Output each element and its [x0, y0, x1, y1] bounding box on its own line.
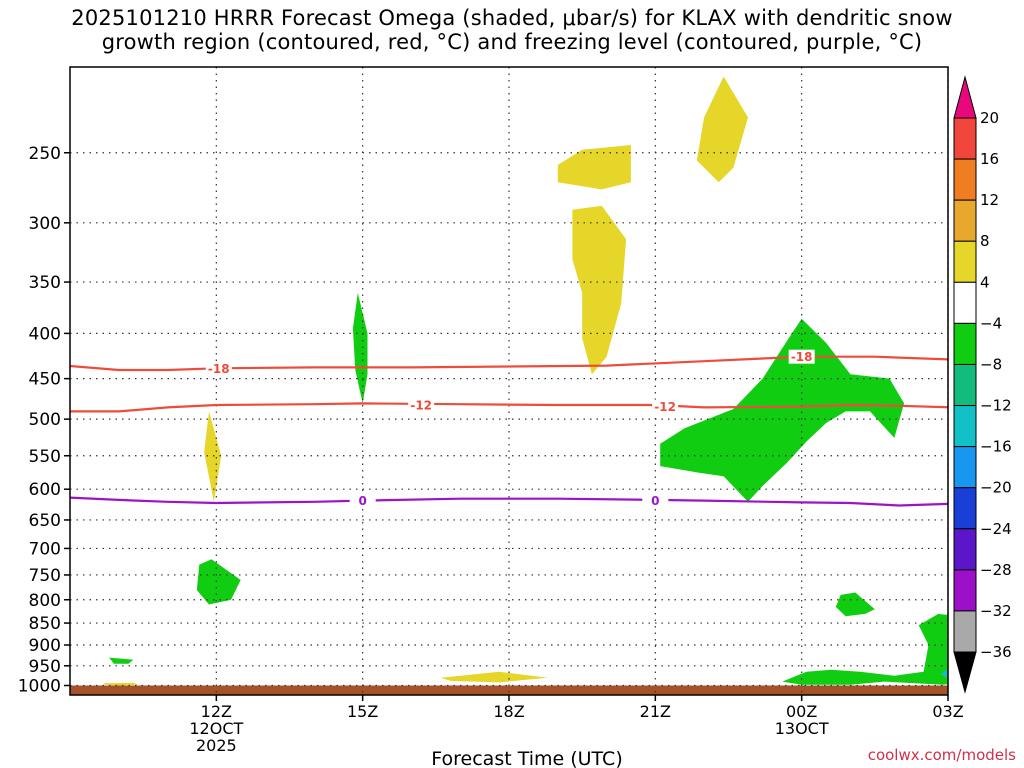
omega-region-3 — [696, 76, 748, 183]
colorbar-bin — [953, 528, 977, 571]
contour-label-bg — [652, 399, 679, 414]
colorbar: 20 16 12 8 4 −4 −8 −12 −16 −20 −24 −28 −32 −36 — [953, 75, 1012, 694]
colorbar-tick-label: −24 — [980, 520, 1012, 538]
y-tick-label: 650 — [29, 511, 61, 531]
omega-region-1 — [557, 145, 631, 190]
contours: -18 -18 -12 -12 0 0 — [70, 349, 948, 508]
omega-region-11 — [782, 613, 948, 685]
y-tick-label: 500 — [29, 410, 61, 430]
colorbar-bin — [953, 446, 977, 489]
omega-region-4 — [440, 671, 548, 683]
y-tick-label: 900 — [29, 636, 61, 656]
contour-label: -12 — [654, 400, 676, 414]
colorbar-bin — [953, 405, 977, 448]
y-axis: 2503003504004505005506006507007508008509… — [18, 144, 70, 697]
colorbar-bottom-arrow — [953, 651, 977, 694]
title-line-1: 2025101210 HRRR Forecast Omega (shaded, … — [71, 6, 953, 30]
omega-region-2 — [572, 205, 627, 375]
colorbar-bin — [953, 240, 977, 283]
colorbar-bin — [953, 322, 977, 365]
chart-title: 2025101210 HRRR Forecast Omega (shaded, … — [0, 6, 1024, 54]
y-tick-label: 450 — [29, 370, 61, 390]
y-tick-label: 350 — [29, 273, 61, 293]
colorbar-tick-label: 8 — [980, 232, 990, 250]
x-tick-label: 03Z — [932, 702, 963, 721]
credit-text: coolwx.com/models — [867, 746, 1016, 764]
omega-region-5 — [104, 682, 139, 686]
omega-region-7 — [196, 559, 241, 605]
colorbar-tick-label: −8 — [980, 355, 1002, 373]
y-tick-label: 1000 — [18, 677, 61, 697]
contour-label-bg — [408, 398, 435, 413]
ground-surface — [70, 685, 948, 695]
x-tick-label: 18Z — [493, 702, 524, 721]
y-tick-label: 300 — [29, 214, 61, 234]
colorbar-tick-label: −12 — [980, 397, 1012, 415]
contour-line-1 — [70, 402, 948, 413]
title-line-2: growth region (contoured, red, °C) and f… — [101, 30, 923, 54]
contour-label: 0 — [651, 494, 659, 508]
omega-region-6 — [352, 292, 368, 404]
colorbar-tick-label: −20 — [980, 479, 1012, 497]
omega-cyan-spot-0 — [941, 668, 948, 679]
omega-region-9 — [660, 318, 905, 502]
colorbar-tick-label: 4 — [980, 273, 990, 291]
x-tick-label: 00Z — [786, 702, 817, 721]
y-tick-label: 550 — [29, 447, 61, 467]
y-tick-label: 800 — [29, 591, 61, 611]
colorbar-tick-label: −36 — [980, 643, 1012, 661]
colorbar-bin — [953, 363, 977, 407]
y-tick-label: 600 — [29, 480, 61, 500]
contour-label-bg — [349, 493, 376, 508]
y-tick-label: 950 — [29, 657, 61, 677]
colorbar-tick-label: −32 — [980, 602, 1012, 620]
contour-label: 0 — [358, 494, 366, 508]
omega-shading — [104, 76, 948, 686]
contour-label: -18 — [791, 350, 813, 364]
colorbar-bin — [953, 610, 977, 653]
colorbar-bin — [953, 569, 977, 612]
x-axis-title: Forecast Time (UTC) — [431, 748, 622, 768]
ground-band — [70, 685, 948, 695]
colorbar-tick-label: −16 — [980, 438, 1012, 456]
x-tick-sub1: 12OCT — [189, 719, 243, 738]
y-tick-label: 400 — [29, 324, 61, 344]
y-tick-label: 700 — [29, 539, 61, 559]
x-tick-label: 15Z — [347, 702, 378, 721]
contour-label: -12 — [410, 399, 432, 413]
y-tick-label: 750 — [29, 566, 61, 586]
contour-label-bg — [642, 493, 669, 508]
x-tick-label: 12Z — [201, 702, 232, 721]
omega-region-8 — [109, 657, 134, 664]
colorbar-bin — [953, 199, 977, 242]
colorbar-top-arrow — [953, 75, 977, 119]
colorbar-tick-label: −28 — [980, 561, 1012, 579]
colorbar-bin — [953, 117, 977, 160]
omega-region-0 — [204, 411, 222, 502]
contour-line-0 — [70, 355, 948, 372]
colorbar-tick-label: 16 — [980, 150, 999, 168]
contour-label: -18 — [208, 362, 230, 376]
contour-label-bg — [788, 349, 815, 364]
contour-label-bg — [205, 361, 232, 376]
y-tick-label: 250 — [29, 144, 61, 164]
x-tick-sub1: 13OCT — [775, 719, 829, 738]
colorbar-bin — [953, 487, 977, 530]
omega-region-10 — [835, 592, 875, 617]
x-tick-label: 21Z — [640, 702, 671, 721]
colorbar-bin — [953, 281, 977, 324]
x-tick-sub2: 2025 — [196, 736, 237, 755]
y-tick-label: 850 — [29, 614, 61, 634]
colorbar-tick-label: −4 — [980, 314, 1002, 332]
colorbar-bin — [953, 158, 977, 201]
colorbar-tick-label: 12 — [980, 191, 999, 209]
colorbar-tick-label: 20 — [980, 109, 999, 127]
contour-line-2 — [70, 496, 948, 507]
